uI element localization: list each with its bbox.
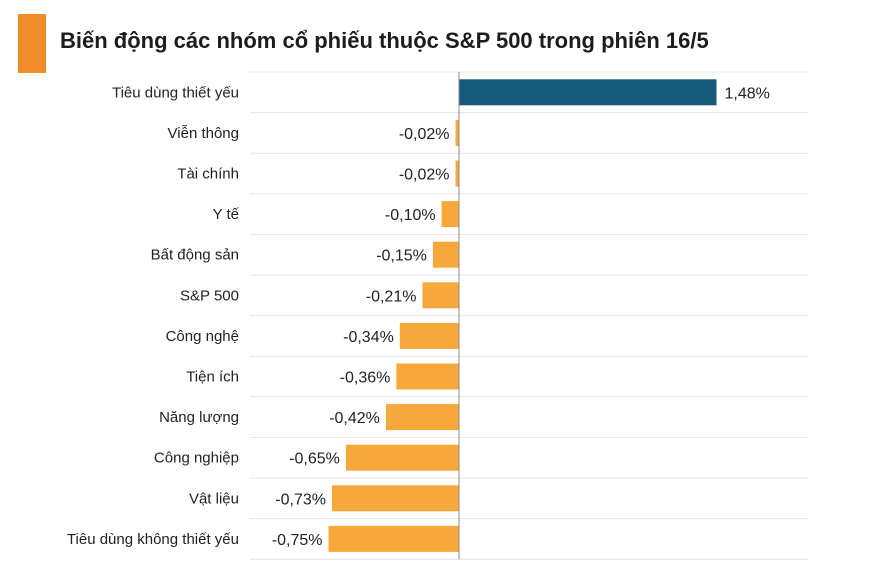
labels: Tiêu dùng thiết yếu 1,48% Viễn thông -0,02%… — [67, 84, 770, 549]
value-label: -0,02% — [399, 126, 450, 143]
bars — [328, 79, 717, 552]
bar — [345, 444, 459, 471]
bar — [385, 404, 459, 431]
title-accent-bar — [18, 14, 46, 73]
bar — [422, 282, 459, 309]
category-label: Vật liệu — [189, 490, 239, 507]
category-label: S&P 500 — [180, 287, 239, 304]
bar — [459, 79, 717, 106]
value-label: -0,02% — [399, 167, 450, 184]
bar — [455, 160, 459, 187]
value-label: -0,21% — [366, 288, 417, 305]
value-label: -0,10% — [385, 207, 436, 224]
value-label: -0,65% — [289, 451, 340, 468]
bar — [399, 322, 459, 349]
bar — [328, 525, 459, 552]
category-label: Tài chính — [177, 166, 239, 183]
category-label: Tiêu dùng không thiết yếu — [67, 531, 239, 548]
bar — [455, 119, 459, 146]
bar — [432, 241, 459, 268]
value-label: -0,75% — [272, 532, 323, 549]
category-label: Bất động sản — [151, 247, 239, 264]
value-label: -0,36% — [340, 370, 391, 387]
category-label: Tiện ích — [186, 369, 239, 386]
value-label: -0,73% — [275, 491, 326, 508]
bar — [441, 201, 459, 228]
value-label: 1,48% — [725, 85, 770, 102]
bar — [396, 363, 459, 390]
category-label: Công nghiệp — [154, 450, 239, 467]
bar — [331, 485, 459, 512]
category-label: Tiêu dùng thiết yếu — [112, 84, 239, 101]
category-label: Công nghệ — [166, 328, 239, 345]
category-label: Viễn thông — [168, 125, 239, 142]
value-label: -0,34% — [343, 329, 394, 346]
category-label: Năng lượng — [159, 409, 239, 426]
value-label: -0,42% — [329, 410, 380, 427]
category-label: Y tế — [213, 206, 240, 223]
value-label: -0,15% — [376, 248, 427, 265]
gridlines — [250, 71, 808, 560]
chart-title: Biến động các nhóm cổ phiếu thuộc S&P 50… — [60, 28, 709, 53]
